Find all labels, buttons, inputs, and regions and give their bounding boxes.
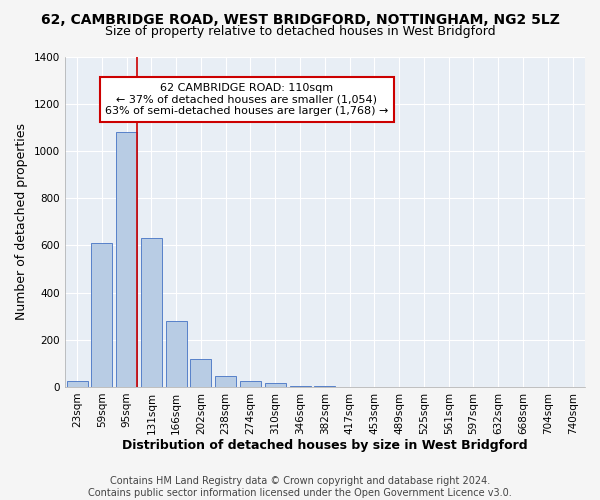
X-axis label: Distribution of detached houses by size in West Bridgford: Distribution of detached houses by size … (122, 440, 527, 452)
Bar (290, 386, 311, 387)
Bar (91, 243, 112, 387)
Text: 62, CAMBRIDGE ROAD, WEST BRIDGFORD, NOTTINGHAM, NG2 5LZ: 62, CAMBRIDGE ROAD, WEST BRIDGFORD, NOTT… (41, 12, 559, 26)
Bar (67, 380, 88, 387)
Y-axis label: Number of detached properties: Number of detached properties (15, 123, 28, 320)
Bar (166, 321, 187, 387)
Text: 62 CAMBRIDGE ROAD: 110sqm
← 37% of detached houses are smaller (1,054)
63% of se: 62 CAMBRIDGE ROAD: 110sqm ← 37% of detac… (105, 83, 388, 116)
Bar (215, 376, 236, 387)
Bar (265, 384, 286, 387)
Bar (190, 358, 211, 387)
Bar (116, 132, 137, 387)
Bar (141, 238, 162, 387)
Text: Contains HM Land Registry data © Crown copyright and database right 2024.
Contai: Contains HM Land Registry data © Crown c… (88, 476, 512, 498)
Text: Size of property relative to detached houses in West Bridgford: Size of property relative to detached ho… (104, 25, 496, 38)
Bar (314, 386, 335, 387)
Bar (240, 381, 261, 387)
